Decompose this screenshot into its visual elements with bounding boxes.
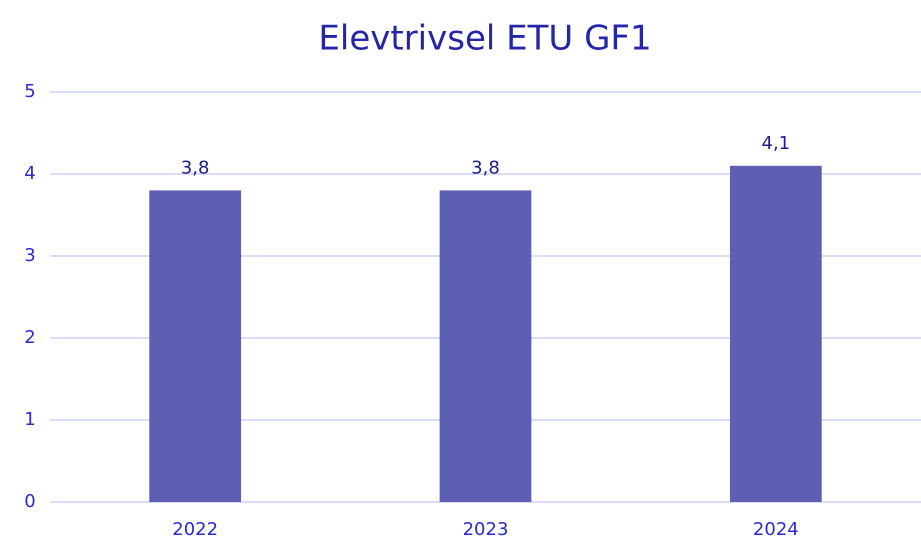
y-tick-label: 4 — [24, 163, 35, 184]
data-label: 3,8 — [181, 157, 210, 178]
data-label: 3,8 — [471, 157, 500, 178]
bar — [729, 165, 822, 503]
y-tick-label: 1 — [24, 409, 35, 430]
y-tick-label: 0 — [24, 491, 35, 512]
x-tick-label: 2023 — [463, 519, 509, 540]
x-tick-label: 2024 — [753, 519, 799, 540]
y-tick-label: 5 — [24, 81, 35, 102]
chart-title: Elevtrivsel ETU GF1 — [318, 19, 651, 59]
bar — [149, 190, 242, 502]
y-tick-label: 2 — [24, 327, 35, 348]
y-tick-label: 3 — [24, 245, 35, 266]
x-tick-label: 2022 — [172, 519, 218, 540]
bar — [439, 190, 532, 502]
data-label: 4,1 — [762, 133, 791, 154]
